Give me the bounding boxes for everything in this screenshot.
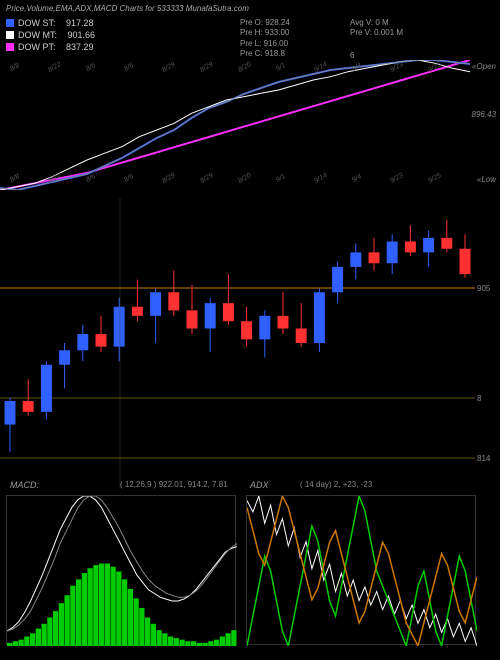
stats-block: Pre O: 928.24 Pre H: 933.00 Pre L: 916.0… [240, 18, 290, 60]
page-title: Price,Volume,EMA,ADX,MACD Charts for 533… [6, 4, 249, 13]
macd-label: MACD: [10, 480, 39, 490]
svg-text:8: 8 [477, 394, 482, 403]
upper-top-label: «Open [472, 62, 496, 71]
legend: DOW ST: 917.28 DOW MT: 901.66 DOW PT: 83… [6, 18, 95, 54]
macd-chart [6, 495, 236, 645]
legend-mt: DOW MT: 901.66 [6, 30, 95, 40]
macd-values: ( 12,26,9 ) 922.01, 914.2, 7.81 [120, 480, 228, 489]
upper-chart: 896.43 «Open «Low [0, 60, 500, 190]
upper-right-label: 896.43 [472, 110, 496, 119]
adx-label: ADX [250, 480, 269, 490]
adx-chart [246, 495, 476, 645]
svg-text:905: 905 [477, 284, 491, 293]
square-icon [6, 43, 14, 51]
square-icon [6, 31, 14, 39]
adx-values: ( 14 day) 2, +23, -23 [300, 480, 372, 489]
stats-block-2: Avg V: 0 M Pre V: 0.001 M 6 [350, 18, 403, 61]
legend-st: DOW ST: 917.28 [6, 18, 95, 28]
svg-text:814: 814 [477, 454, 491, 463]
upper-bot-label: «Low [477, 175, 496, 184]
legend-pt: DOW PT: 837.29 [6, 42, 95, 52]
candlestick-chart: 905 8 814 [0, 198, 500, 488]
square-icon [6, 19, 14, 27]
